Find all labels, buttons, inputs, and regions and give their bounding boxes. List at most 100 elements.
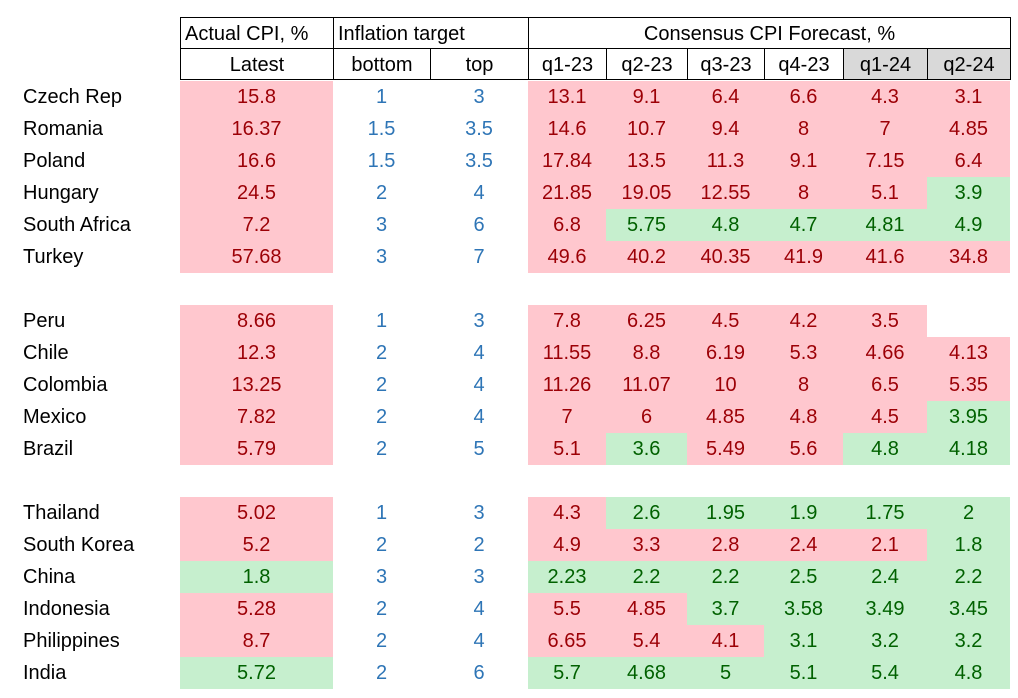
forecast: 9.1 <box>606 81 687 113</box>
header-cell: Inflation target <box>333 17 529 49</box>
forecast: 6.65 <box>528 625 606 657</box>
forecast: 13.1 <box>528 81 606 113</box>
forecast: 4.66 <box>843 337 927 369</box>
country: Indonesia <box>23 598 110 620</box>
header-cell: q2-23 <box>606 48 688 80</box>
forecast: 6.5 <box>843 369 927 401</box>
country: Philippines <box>23 630 120 652</box>
forecast: 3.3 <box>606 529 687 561</box>
forecast: 4.85 <box>927 113 1010 145</box>
forecast: 8 <box>764 369 843 401</box>
forecast: 7.8 <box>528 305 606 337</box>
forecast: 3.2 <box>927 625 1010 657</box>
forecast: 2.1 <box>843 529 927 561</box>
country: Colombia <box>23 374 108 396</box>
forecast: 2.4 <box>764 529 843 561</box>
forecast: 4.18 <box>927 433 1010 465</box>
forecast: 5.3 <box>764 337 843 369</box>
country: South Korea <box>23 534 135 556</box>
forecast: 41.9 <box>764 241 843 273</box>
forecast: 17.84 <box>528 145 606 177</box>
header-cell: q1-23 <box>528 48 607 80</box>
forecast: 21.85 <box>528 177 606 209</box>
forecast: 4.7 <box>764 209 843 241</box>
country: Czech Rep <box>23 86 122 108</box>
target-top: 4 <box>473 630 485 652</box>
target-bottom: 3 <box>375 214 388 236</box>
forecast: 11.55 <box>528 337 606 369</box>
header-cell: q4-23 <box>764 48 844 80</box>
actual: 15.8 <box>180 81 333 113</box>
actual: 5.72 <box>180 657 333 689</box>
actual: 5.02 <box>180 497 333 529</box>
forecast: 9.1 <box>764 145 843 177</box>
forecast: 6 <box>606 401 687 433</box>
forecast: 5.75 <box>606 209 687 241</box>
forecast: 49.6 <box>528 241 606 273</box>
forecast: 5.7 <box>528 657 606 689</box>
target-top: 3.5 <box>465 118 493 140</box>
country: South Africa <box>23 214 131 236</box>
forecast: 4.68 <box>606 657 687 689</box>
forecast: 5.49 <box>687 433 764 465</box>
country: Thailand <box>23 502 100 524</box>
forecast: 4.81 <box>843 209 927 241</box>
forecast: 4.8 <box>687 209 764 241</box>
forecast: 7 <box>528 401 606 433</box>
target-top: 4 <box>473 374 485 396</box>
actual: 5.2 <box>180 529 333 561</box>
forecast <box>927 305 1010 337</box>
forecast: 2.2 <box>687 561 764 593</box>
target-bottom: 2 <box>375 438 388 460</box>
header-cell: Latest <box>180 48 334 80</box>
forecast: 8 <box>764 177 843 209</box>
actual: 7.82 <box>180 401 333 433</box>
target-top: 3 <box>473 86 485 108</box>
forecast: 3.45 <box>927 593 1010 625</box>
forecast: 4.5 <box>843 401 927 433</box>
actual: 16.37 <box>180 113 333 145</box>
target-top: 6 <box>473 214 485 236</box>
forecast: 5.1 <box>764 657 843 689</box>
forecast: 2.23 <box>528 561 606 593</box>
forecast: 3.6 <box>606 433 687 465</box>
forecast: 4.13 <box>927 337 1010 369</box>
target-top: 3 <box>473 310 485 332</box>
forecast: 5.4 <box>843 657 927 689</box>
forecast: 3.9 <box>927 177 1010 209</box>
forecast: 3.95 <box>927 401 1010 433</box>
forecast: 13.5 <box>606 145 687 177</box>
target-bottom: 2 <box>375 374 388 396</box>
header-cell: Actual CPI, % <box>180 17 334 49</box>
target-bottom: 1.5 <box>367 118 396 140</box>
target-top: 5 <box>473 438 485 460</box>
forecast: 5.1 <box>528 433 606 465</box>
forecast: 1.8 <box>927 529 1010 561</box>
target-bottom: 2 <box>375 406 388 428</box>
forecast: 3.1 <box>764 625 843 657</box>
target-top: 6 <box>473 662 485 684</box>
forecast: 5.1 <box>843 177 927 209</box>
forecast: 2.2 <box>606 561 687 593</box>
forecast: 2.6 <box>606 497 687 529</box>
forecast: 12.55 <box>687 177 764 209</box>
forecast: 40.2 <box>606 241 687 273</box>
forecast: 4.8 <box>764 401 843 433</box>
forecast: 10.7 <box>606 113 687 145</box>
actual: 57.68 <box>180 241 333 273</box>
country: Chile <box>23 342 69 364</box>
forecast: 1.95 <box>687 497 764 529</box>
actual: 24.5 <box>180 177 333 209</box>
actual: 1.8 <box>180 561 333 593</box>
forecast: 4.5 <box>687 305 764 337</box>
country: Turkey <box>23 246 84 268</box>
forecast: 1.9 <box>764 497 843 529</box>
actual: 13.25 <box>180 369 333 401</box>
forecast: 4.85 <box>606 593 687 625</box>
forecast: 1.75 <box>843 497 927 529</box>
target-bottom: 1 <box>375 310 388 332</box>
forecast: 4.1 <box>687 625 764 657</box>
target-bottom: 1.5 <box>367 150 396 172</box>
forecast: 11.3 <box>687 145 764 177</box>
forecast: 4.8 <box>843 433 927 465</box>
